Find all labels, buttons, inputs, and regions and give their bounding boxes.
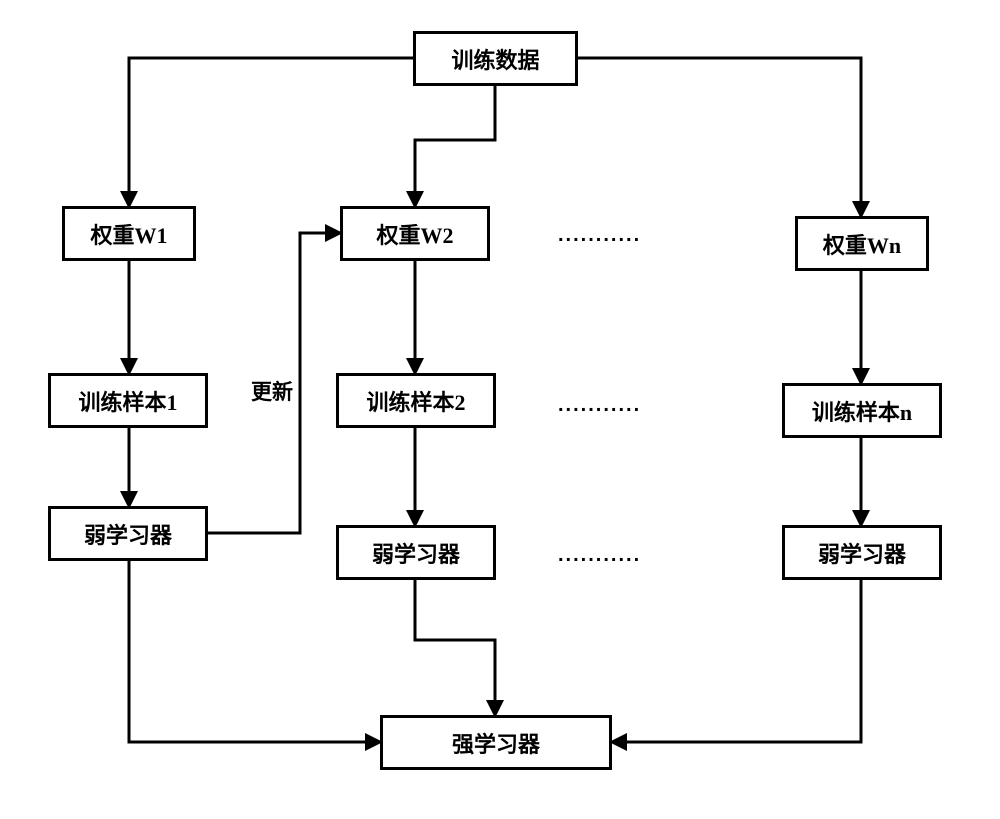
- node-label: 训练样本n: [812, 395, 912, 427]
- node-train_data: 训练数据: [413, 31, 578, 86]
- node-label: 权重Wn: [823, 228, 901, 260]
- node-s2: 训练样本2: [336, 373, 496, 428]
- ellipsis: ...........: [558, 544, 641, 567]
- node-label: 训练样本1: [78, 385, 177, 417]
- edge: [415, 86, 495, 206]
- edge: [612, 580, 861, 742]
- node-s1: 训练样本1: [48, 373, 208, 428]
- node-label: 训练数据: [451, 43, 539, 75]
- node-ln: 弱学习器: [782, 525, 942, 580]
- edge: [415, 580, 495, 715]
- node-l2: 弱学习器: [336, 525, 496, 580]
- node-w2: 权重W2: [340, 206, 490, 261]
- node-label: 权重W2: [376, 218, 453, 250]
- ellipsis: ...........: [558, 224, 641, 247]
- node-wn: 权重Wn: [795, 216, 929, 271]
- ellipsis: ...........: [558, 394, 641, 417]
- node-label: 弱学习器: [372, 537, 460, 569]
- node-l1: 弱学习器: [48, 506, 208, 561]
- node-label: 权重W1: [90, 218, 167, 250]
- node-label: 训练样本2: [366, 385, 465, 417]
- node-label: 弱学习器: [84, 518, 172, 550]
- edge: [578, 58, 861, 216]
- edge: [129, 58, 413, 206]
- node-label: 强学习器: [452, 727, 540, 759]
- node-sn: 训练样本n: [782, 383, 942, 438]
- node-w1: 权重W1: [62, 206, 196, 261]
- edge: [129, 561, 380, 742]
- node-label: 弱学习器: [818, 537, 906, 569]
- node-strong: 强学习器: [380, 715, 612, 770]
- update-label: 更新: [251, 376, 293, 406]
